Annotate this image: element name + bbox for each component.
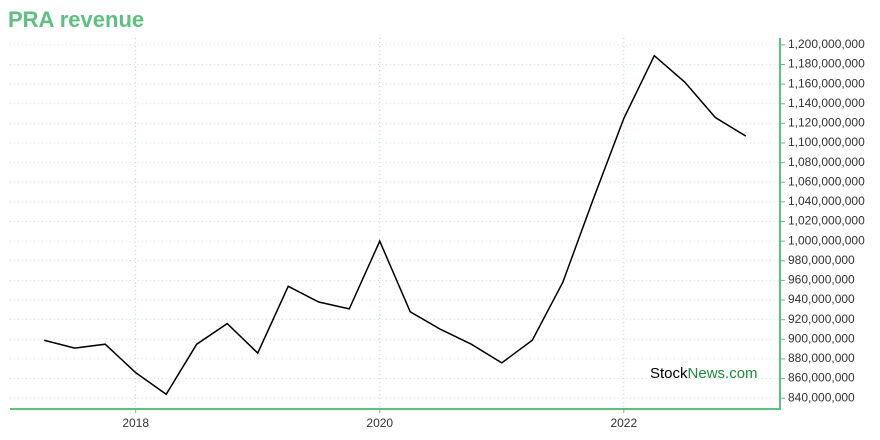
x-tick-label: 2020	[366, 416, 393, 430]
y-tick-label: 1,120,000,000	[788, 116, 865, 130]
y-tick-label: 1,100,000,000	[788, 135, 865, 149]
y-tick-label: 1,020,000,000	[788, 214, 865, 228]
y-tick-label: 1,180,000,000	[788, 57, 865, 71]
y-tick-label: 920,000,000	[788, 312, 855, 326]
y-tick-label: 1,160,000,000	[788, 76, 865, 90]
watermark-part: News.com	[688, 365, 758, 382]
y-tick-label: 1,080,000,000	[788, 155, 865, 169]
y-tick-label: 860,000,000	[788, 371, 855, 385]
y-tick-label: 940,000,000	[788, 292, 855, 306]
y-tick-label: 980,000,000	[788, 253, 855, 267]
y-tick-label: 1,060,000,000	[788, 174, 865, 188]
line	[43, 54, 747, 396]
y-tick-label: 840,000,000	[788, 390, 855, 404]
y-tick-label: 900,000,000	[788, 331, 855, 345]
y-tick-label: 1,200,000,000	[788, 37, 865, 51]
y-tick-label: 1,040,000,000	[788, 194, 865, 208]
y-tick-label: 1,140,000,000	[788, 96, 865, 110]
y-tick-label: 1,000,000,000	[788, 233, 865, 247]
x-tick-label: 2022	[610, 416, 637, 430]
watermark-part: Stock	[650, 365, 688, 382]
watermark: StockNews.com	[650, 365, 758, 382]
x-tick-label: 2018	[122, 416, 149, 430]
y-tick-label: 960,000,000	[788, 273, 855, 287]
chart-title: PRA revenue	[8, 7, 144, 32]
y-tick-label: 880,000,000	[788, 351, 855, 365]
